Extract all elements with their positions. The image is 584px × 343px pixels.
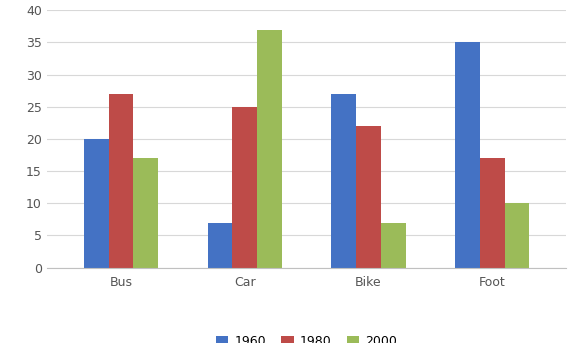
Bar — [455, 43, 480, 268]
Bar — [356, 126, 381, 268]
Bar — [133, 158, 158, 268]
Bar — [505, 203, 529, 268]
Bar — [109, 94, 133, 268]
Bar — [480, 158, 505, 268]
Bar — [207, 223, 232, 268]
Bar — [84, 139, 109, 268]
Bar — [257, 29, 282, 268]
Bar — [232, 107, 257, 268]
Bar — [381, 223, 406, 268]
Legend: 1960, 1980, 2000: 1960, 1980, 2000 — [211, 330, 402, 343]
Bar — [331, 94, 356, 268]
